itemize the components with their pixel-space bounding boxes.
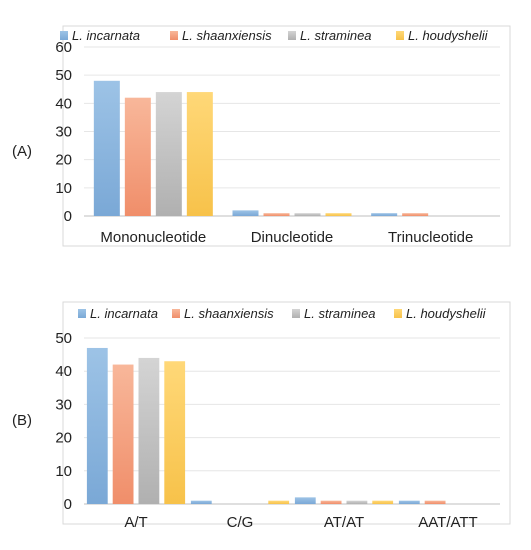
bar-l-shaanxiensis: [320, 500, 342, 504]
bar-l-incarnata: [371, 213, 398, 216]
y-tick-label: 20: [55, 430, 72, 447]
y-tick-label: 0: [64, 208, 72, 225]
bar-l-shaanxiensis: [112, 364, 134, 504]
legend-label: L. shaanxiensis: [182, 28, 272, 43]
legend-label: L. straminea: [300, 28, 372, 43]
bar-l-shaanxiensis: [263, 213, 290, 216]
bar-l-incarnata: [86, 347, 108, 504]
bar-l-houdyshelii: [372, 500, 394, 504]
bar-l-incarnata: [294, 497, 316, 504]
category-label: AAT/ATT: [418, 514, 477, 531]
y-tick-label: 0: [64, 496, 72, 513]
bar-l-shaanxiensis: [124, 97, 151, 216]
category-label: Mononucleotide: [100, 229, 206, 246]
y-tick-label: 40: [55, 95, 72, 112]
y-tick-label: 10: [55, 463, 72, 480]
chart-frame: [62, 25, 511, 247]
y-tick-label: 20: [55, 152, 72, 169]
bar-l-houdyshelii: [325, 213, 352, 216]
legend-swatch: [172, 309, 180, 318]
category-label: A/T: [124, 514, 147, 531]
bar-l-houdyshelii: [164, 361, 186, 504]
panel-label: (A): [12, 143, 32, 160]
legend-swatch: [396, 31, 404, 40]
chart-panel-a: 0 10 20 30 40 50 60 Mononucleotide Dinucleotide T…: [12, 25, 511, 247]
legend-swatch: [292, 309, 300, 318]
y-tick-label: 30: [55, 396, 72, 413]
bar-l-incarnata: [398, 500, 420, 504]
legend-label: L. shaanxiensis: [184, 306, 274, 321]
legend-swatch: [394, 309, 402, 318]
chart-frame: [62, 301, 511, 525]
y-tick-label: 40: [55, 363, 72, 380]
category-label: Dinucleotide: [251, 229, 334, 246]
bar-l-houdyshelii: [268, 500, 290, 504]
legend-swatch: [170, 31, 178, 40]
y-tick-label: 10: [55, 180, 72, 197]
bar-l-shaanxiensis: [402, 213, 429, 216]
bar-l-straminea: [294, 213, 321, 216]
bar-l-incarnata: [232, 210, 259, 216]
panel-label: (B): [12, 412, 32, 429]
bar-l-incarnata: [190, 500, 212, 504]
legend-label: L. houdyshelii: [408, 28, 489, 43]
y-tick-label: 50: [55, 67, 72, 84]
bar-l-incarnata: [93, 80, 120, 216]
legend-swatch: [78, 309, 86, 318]
bar-l-shaanxiensis: [424, 500, 446, 504]
y-tick-label: 60: [55, 39, 72, 56]
legend-label: L. straminea: [304, 306, 376, 321]
category-label: AT/AT: [324, 514, 364, 531]
y-tick-label: 50: [55, 330, 72, 347]
legend-swatch: [288, 31, 296, 40]
legend-label: L. incarnata: [90, 306, 158, 321]
legend-label: L. incarnata: [72, 28, 140, 43]
bar-l-straminea: [155, 92, 182, 216]
bar-l-houdyshelii: [186, 92, 213, 216]
legend-swatch: [60, 31, 68, 40]
chart-panel-b: 0 10 20 30 40 50 A/T C/G AT/AT AAT/ATT L. incarnat…: [12, 301, 511, 531]
category-label: C/G: [227, 514, 254, 531]
bar-l-straminea: [138, 357, 160, 504]
category-label: Trinucleotide: [388, 229, 473, 246]
bar-l-straminea: [346, 500, 368, 504]
y-tick-label: 30: [55, 124, 72, 141]
legend-label: L. houdyshelii: [406, 306, 487, 321]
